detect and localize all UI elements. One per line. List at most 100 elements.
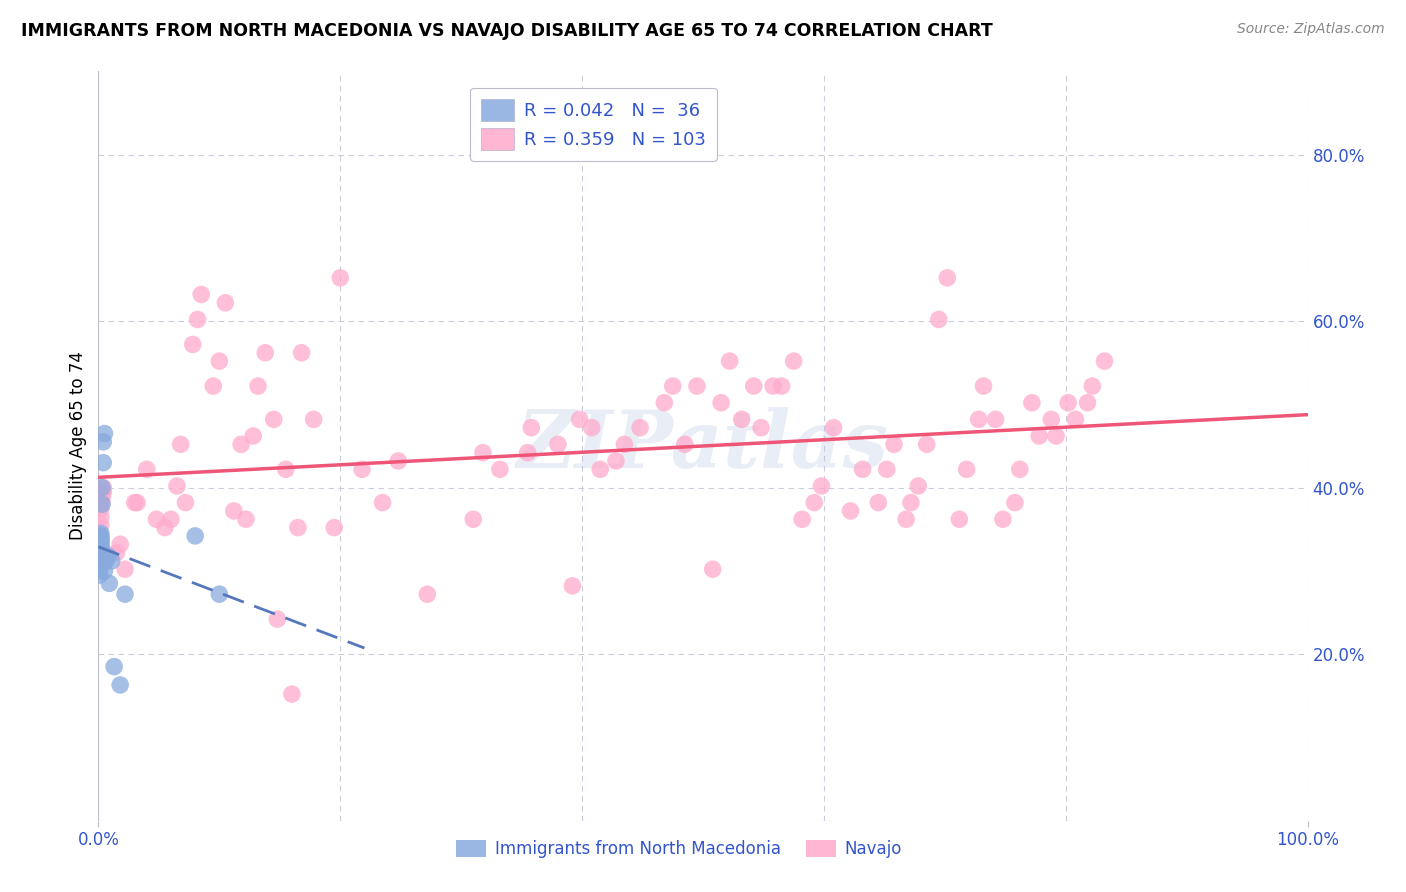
Point [247,379,270,393]
Point [90,539,112,553]
Point [1081,379,1104,393]
Point [89,545,111,559]
Point [1057,395,1080,409]
Point [742,379,765,393]
Point [90,518,112,533]
Point [108,678,131,692]
Point [387,454,409,468]
Point [90,543,112,558]
Point [90,526,112,541]
Point [91,481,114,495]
Point [190,287,212,301]
Point [568,412,591,426]
Point [91,481,114,495]
Text: Source: ZipAtlas.com: Source: ZipAtlas.com [1237,22,1385,37]
Point [90,533,112,548]
Point [991,512,1014,526]
Point [718,354,741,368]
Point [254,345,277,359]
Point [673,437,696,451]
Point [114,562,136,576]
Y-axis label: Disability Age 65 to 74: Disability Age 65 to 74 [69,351,87,541]
Point [89,559,111,574]
Point [350,462,373,476]
Point [1021,395,1043,409]
Point [973,379,995,393]
Point [103,659,125,673]
Point [89,558,111,572]
Point [90,533,112,547]
Point [883,437,905,451]
Point [955,462,977,476]
Legend: Immigrants from North Macedonia, Navajo: Immigrants from North Macedonia, Navajo [450,833,908,864]
Point [686,379,709,393]
Point [114,587,136,601]
Point [145,512,167,526]
Point [91,487,114,501]
Point [613,437,636,451]
Point [1040,412,1063,426]
Point [266,612,288,626]
Point [281,687,304,701]
Point [91,491,114,505]
Point [89,568,111,582]
Point [169,437,191,451]
Point [90,537,112,551]
Point [652,395,675,409]
Point [868,495,890,509]
Point [174,495,197,509]
Point [235,512,257,526]
Point [242,429,264,443]
Point [89,547,111,561]
Point [792,512,814,526]
Point [803,495,825,509]
Point [876,462,898,476]
Point [184,529,207,543]
Point [208,354,231,368]
Point [90,509,112,524]
Point [274,462,297,476]
Point [91,484,114,499]
Point [984,412,1007,426]
Point [928,312,950,326]
Point [936,270,959,285]
Point [967,412,990,426]
Point [371,495,394,509]
Point [900,495,922,509]
Point [589,462,612,476]
Point [516,445,538,459]
Point [263,412,285,426]
Point [561,579,583,593]
Point [93,426,115,441]
Point [471,445,494,459]
Point [1076,395,1098,409]
Point [91,495,114,509]
Point [135,462,157,476]
Point [187,312,209,326]
Point [91,456,114,470]
Point [1045,429,1067,443]
Point [547,437,569,451]
Point [1028,429,1050,443]
Point [329,270,352,285]
Point [839,504,862,518]
Point [287,520,309,534]
Point [1004,495,1026,509]
Point [762,379,785,393]
Point [915,437,938,451]
Point [91,434,114,449]
Point [202,379,225,393]
Point [105,545,128,559]
Point [628,420,651,434]
Point [222,504,245,518]
Point [894,512,917,526]
Point [214,295,236,310]
Point [290,345,312,359]
Point [1064,412,1087,426]
Point [710,395,733,409]
Point [810,479,832,493]
Point [907,479,929,493]
Point [782,354,804,368]
Point [229,437,252,451]
Point [89,564,111,578]
